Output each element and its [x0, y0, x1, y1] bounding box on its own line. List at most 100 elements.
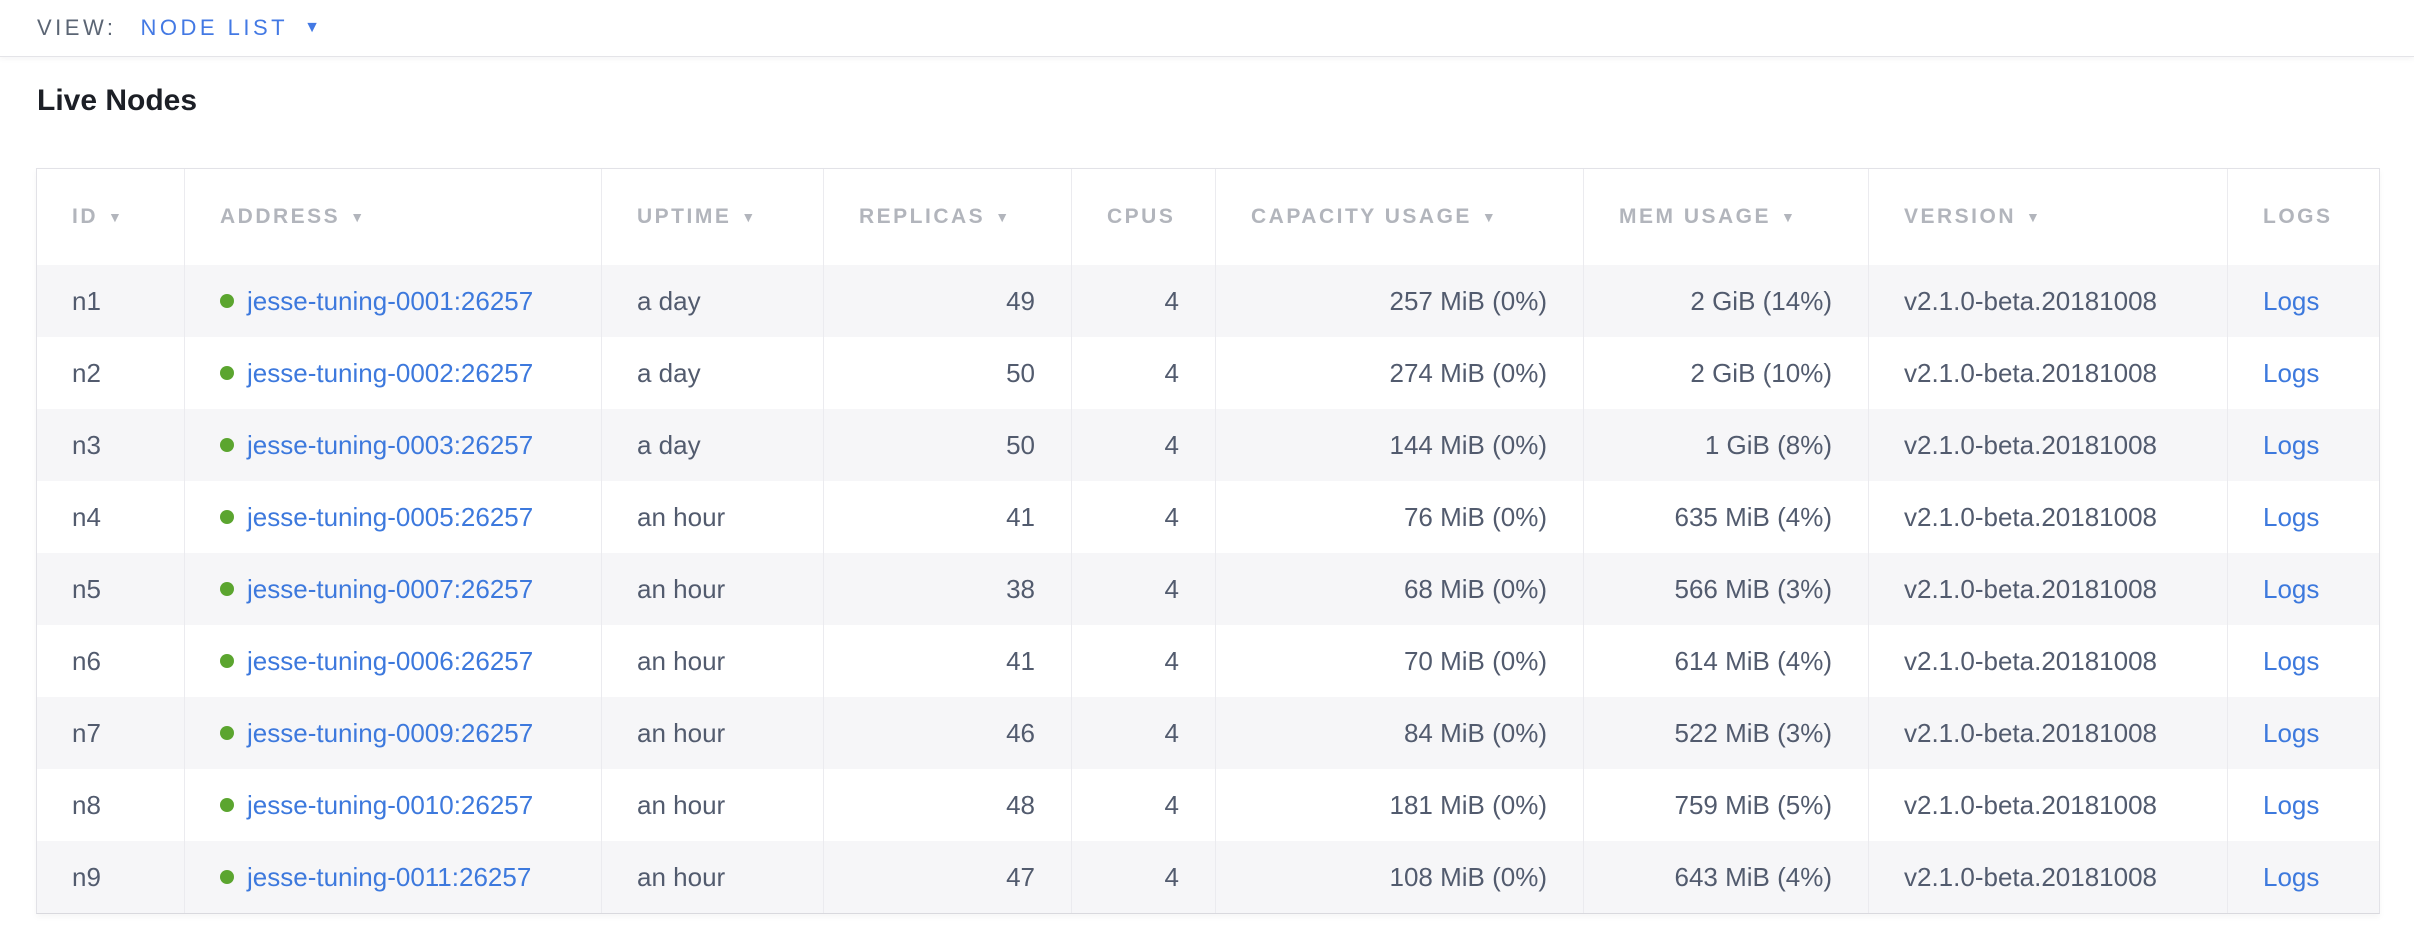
cell-replicas: 46: [823, 697, 1071, 769]
cell-version: v2.1.0-beta.20181008: [1868, 337, 2227, 409]
sort-desc-icon: ▼: [1781, 209, 1798, 225]
view-label: VIEW:: [37, 15, 117, 40]
node-live-status-icon: [220, 653, 234, 668]
cell-version: v2.1.0-beta.20181008: [1868, 481, 2227, 553]
node-row-n3: n3 jesse-tuning-0003:26257 a day 50 4 144 MiB…: [37, 409, 2379, 481]
logs-link[interactable]: Logs: [2263, 501, 2320, 532]
node-address-link[interactable]: jesse-tuning-0010:26257: [247, 789, 534, 820]
cell-mem_usage: 635 MiB (4%): [1583, 481, 1868, 553]
cell-mem_usage: 2 GiB (14%): [1583, 265, 1868, 337]
view-selector-dropdown[interactable]: NODE LIST ▼: [140, 15, 319, 41]
node-address-link[interactable]: jesse-tuning-0002:26257: [247, 357, 534, 388]
cell-uptime: an hour: [601, 841, 823, 913]
cell-logs: Logs: [2227, 625, 2379, 697]
chevron-down-icon: ▼: [304, 19, 320, 36]
column-label: ID: [72, 205, 98, 228]
cell-id: n8: [72, 789, 101, 820]
cell-version: v2.1.0-beta.20181008: [1868, 553, 2227, 625]
node-row-n7: n7 jesse-tuning-0009:26257 an hour 46 4 84 Mi…: [37, 697, 2379, 769]
cell-replicas: 38: [823, 553, 1071, 625]
cell-replicas: 50: [823, 409, 1071, 481]
cell-address: jesse-tuning-0001:26257: [184, 265, 601, 337]
cell-logs: Logs: [2227, 769, 2379, 841]
cell-replicas: 50: [823, 337, 1071, 409]
sort-desc-icon: ▼: [108, 209, 125, 225]
cell-cpus: 4: [1071, 337, 1215, 409]
cell-address: jesse-tuning-0011:26257: [184, 841, 601, 913]
sort-desc-icon: ▼: [2026, 209, 2043, 225]
logs-link[interactable]: Logs: [2263, 429, 2320, 460]
cell-address: jesse-tuning-0010:26257: [184, 769, 601, 841]
node-live-status-icon: [220, 725, 234, 740]
cell-cpus: 4: [1071, 697, 1215, 769]
column-label: ADDRESS: [220, 205, 341, 228]
logs-link[interactable]: Logs: [2263, 645, 2320, 676]
node-address-link[interactable]: jesse-tuning-0005:26257: [247, 501, 534, 532]
node-address-link[interactable]: jesse-tuning-0003:26257: [247, 429, 534, 460]
column-label: VERSION: [1904, 205, 2017, 228]
node-address-link[interactable]: jesse-tuning-0001:26257: [247, 285, 534, 316]
cell-mem_usage: 759 MiB (5%): [1583, 769, 1868, 841]
column-header-replicas[interactable]: REPLICAS ▼: [823, 169, 1071, 265]
logs-link[interactable]: Logs: [2263, 285, 2320, 316]
cell-id: n2: [72, 357, 101, 388]
logs-link[interactable]: Logs: [2263, 357, 2320, 388]
cell-uptime: an hour: [601, 769, 823, 841]
cell-address: jesse-tuning-0009:26257: [184, 697, 601, 769]
cell-version: v2.1.0-beta.20181008: [1868, 265, 2227, 337]
cell-id: n9: [72, 861, 101, 892]
column-header-id[interactable]: ID ▼: [37, 169, 184, 265]
cell-mem_usage: 522 MiB (3%): [1583, 697, 1868, 769]
cell-logs: Logs: [2227, 841, 2379, 913]
cell-id: n5: [72, 573, 101, 604]
node-live-status-icon: [220, 437, 234, 452]
node-row-n8: n8 jesse-tuning-0010:26257 an hour 48 4 181 M…: [37, 769, 2379, 841]
node-live-status-icon: [220, 293, 234, 308]
cell-capacity_usage: 181 MiB (0%): [1215, 769, 1583, 841]
sort-desc-icon: ▼: [741, 209, 758, 225]
sort-desc-icon: ▼: [350, 209, 367, 225]
cell-id: n6: [72, 645, 101, 676]
cell-capacity_usage: 70 MiB (0%): [1215, 625, 1583, 697]
cell-id: n3: [72, 429, 101, 460]
cell-address: jesse-tuning-0006:26257: [184, 625, 601, 697]
node-address-link[interactable]: jesse-tuning-0009:26257: [247, 717, 534, 748]
column-header-mem_usage[interactable]: MEM USAGE ▼: [1583, 169, 1868, 265]
node-live-status-icon: [220, 509, 234, 524]
node-row-n1: n1 jesse-tuning-0001:26257 a day 49 4 257 MiB…: [37, 265, 2379, 337]
logs-link[interactable]: Logs: [2263, 573, 2320, 604]
page-title: Live Nodes: [37, 84, 198, 117]
column-label: UPTIME: [637, 205, 732, 228]
logs-link[interactable]: Logs: [2263, 717, 2320, 748]
node-row-n9: n9 jesse-tuning-0011:26257 an hour 47 4 108 M…: [37, 841, 2379, 913]
cell-capacity_usage: 68 MiB (0%): [1215, 553, 1583, 625]
cell-uptime: an hour: [601, 625, 823, 697]
table-body: n1 jesse-tuning-0001:26257 a day 49 4 257 MiB…: [37, 265, 2379, 913]
column-header-uptime[interactable]: UPTIME ▼: [601, 169, 823, 265]
column-header-address[interactable]: ADDRESS ▼: [184, 169, 601, 265]
sort-desc-icon: ▼: [1481, 209, 1499, 225]
column-header-cpus: CPUS: [1071, 169, 1215, 265]
column-header-capacity_usage[interactable]: CAPACITY USAGE ▼: [1215, 169, 1583, 265]
logs-link[interactable]: Logs: [2263, 861, 2320, 892]
node-live-status-icon: [220, 797, 234, 812]
cell-replicas: 48: [823, 769, 1071, 841]
column-header-version[interactable]: VERSION ▼: [1868, 169, 2227, 265]
cell-replicas: 47: [823, 841, 1071, 913]
cell-version: v2.1.0-beta.20181008: [1868, 841, 2227, 913]
column-header-logs: LOGS: [2227, 169, 2379, 265]
cell-mem_usage: 614 MiB (4%): [1583, 625, 1868, 697]
node-live-status-icon: [220, 365, 234, 380]
main-content: Live Nodes ID ▼ ADDRESS ▼ UPTIME ▼ REPLICAS ▼ CP…: [0, 84, 2414, 914]
cell-cpus: 4: [1071, 769, 1215, 841]
cell-cpus: 4: [1071, 409, 1215, 481]
node-address-link[interactable]: jesse-tuning-0011:26257: [247, 861, 532, 892]
cell-logs: Logs: [2227, 697, 2379, 769]
view-selected-value: NODE LIST: [140, 15, 289, 40]
logs-link[interactable]: Logs: [2263, 789, 2320, 820]
node-address-link[interactable]: jesse-tuning-0006:26257: [247, 645, 534, 676]
node-address-link[interactable]: jesse-tuning-0007:26257: [247, 573, 534, 604]
cell-logs: Logs: [2227, 337, 2379, 409]
table-header-row: ID ▼ ADDRESS ▼ UPTIME ▼ REPLICAS ▼ CPUS CAPACITY …: [37, 169, 2379, 265]
node-live-status-icon: [220, 581, 234, 596]
